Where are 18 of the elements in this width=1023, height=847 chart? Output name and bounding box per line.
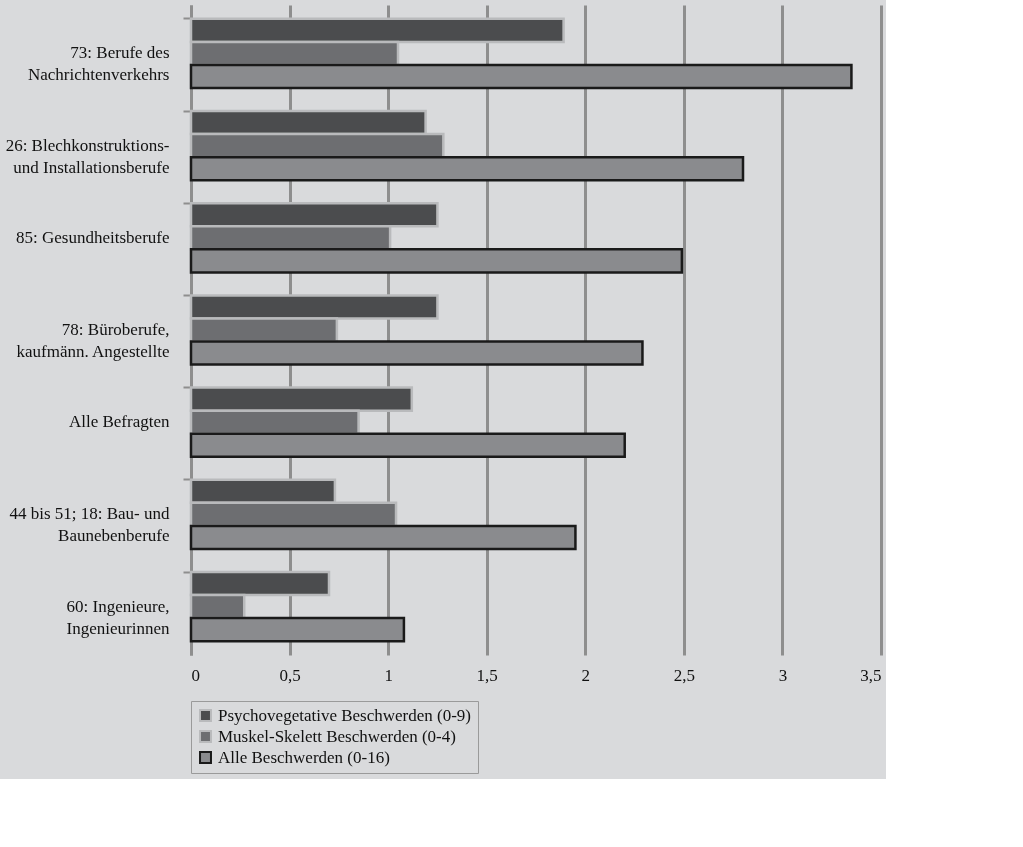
y-tick-label: 44 bis 51; 18: Bau- und Baunebenberufe: [9, 504, 170, 546]
legend-label: Psychovegetative Beschwerden (0-9): [218, 705, 472, 725]
y-tick-label: 26: Blechkonstruktions- und Installationsberufe: [5, 135, 170, 177]
y-tick-label: 78: Büroberufe, kaufmänn. Angestellte: [16, 320, 170, 361]
x-tick-label: 2: [581, 665, 591, 685]
x-tick-label: 3,5: [860, 665, 882, 685]
y-tick-label: Alle Befragten: [68, 412, 170, 432]
legend-label: Alle Beschwerden (0-16): [218, 747, 390, 767]
y-tick-label: 85: Gesundheitsberufe: [16, 227, 170, 247]
y-tick-label: 73: Berufe des Nachrichtenverkehrs: [27, 43, 170, 85]
x-tick-label: 2,5: [673, 665, 695, 685]
x-tick-label: 0: [191, 665, 200, 685]
x-tick-label: 0,5: [279, 665, 301, 685]
y-tick-label: 60: Ingenieure, Ingenieurinnen: [66, 596, 170, 638]
legend-label: Muskel-Skelett Beschwerden (0-4): [218, 726, 456, 746]
x-tick-label: 1: [384, 665, 393, 685]
x-tick-label: 3: [778, 665, 788, 685]
x-tick-label: 1,5: [476, 665, 498, 685]
